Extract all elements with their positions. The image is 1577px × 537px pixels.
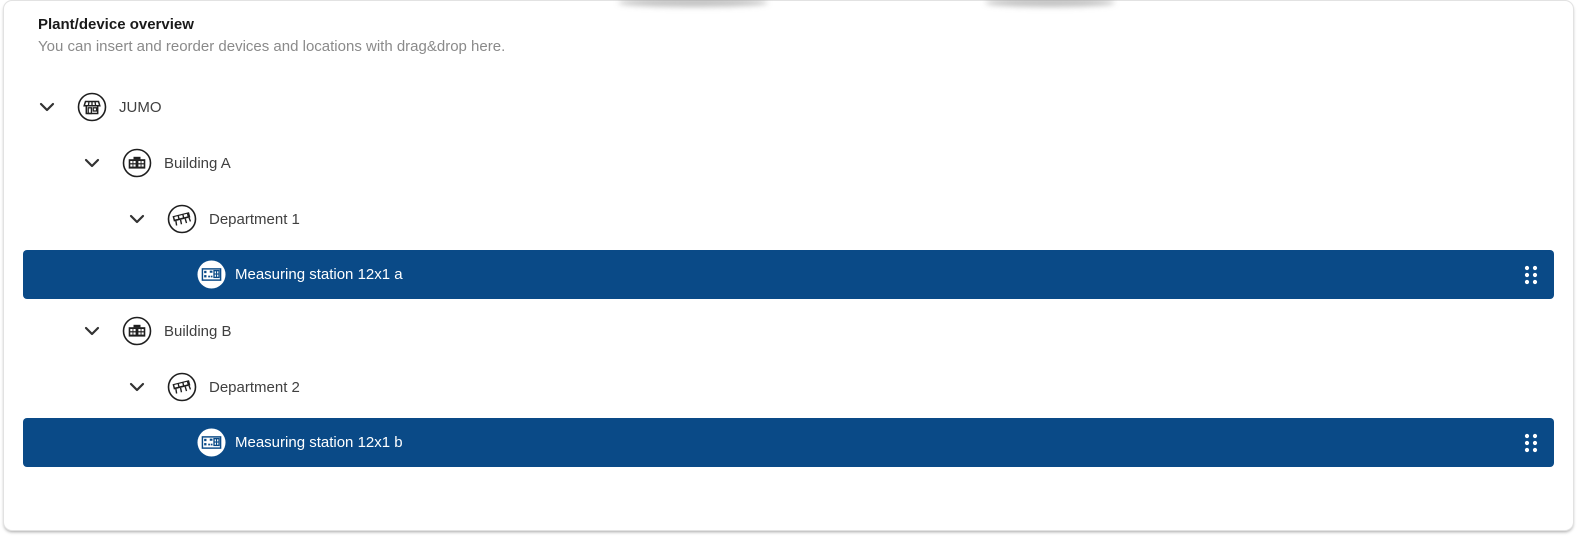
tree-row-jumo: JUMO <box>4 79 1573 135</box>
drag-handle-icon[interactable] <box>1520 262 1542 288</box>
device-label: Measuring station 12x1 a <box>235 266 403 283</box>
page-subtitle: You can insert and reorder devices and l… <box>38 38 506 55</box>
location-label[interactable]: Department 2 <box>209 378 300 396</box>
building-icon <box>122 148 152 178</box>
tree-row-building-b: Building B <box>4 303 1573 359</box>
location-label[interactable]: Department 1 <box>209 210 300 228</box>
device-tree: JUMO Building A Department 1 Measu <box>4 79 1573 467</box>
tree-row-department-1: Department 1 <box>4 191 1573 247</box>
page-title: Plant/device overview <box>38 16 194 33</box>
tree-row-building-a: Building A <box>4 135 1573 191</box>
location-label[interactable]: Building B <box>164 322 232 340</box>
chevron-down-icon[interactable] <box>82 321 102 341</box>
panel-header: Plant/device overview You can insert and… <box>4 1 1573 57</box>
chevron-down-icon[interactable] <box>82 153 102 173</box>
location-label[interactable]: JUMO <box>119 98 162 116</box>
plant-overview-panel: Plant/device overview You can insert and… <box>3 0 1574 531</box>
department-icon <box>167 372 197 402</box>
device-row-measuring-station-b[interactable]: Measuring station 12x1 b <box>23 418 1554 467</box>
location-label[interactable]: Building A <box>164 154 231 172</box>
device-icon <box>197 260 226 289</box>
device-row-measuring-station-a[interactable]: Measuring station 12x1 a <box>23 250 1554 299</box>
chevron-down-icon[interactable] <box>127 377 147 397</box>
building-icon <box>122 316 152 346</box>
department-icon <box>167 204 197 234</box>
device-icon <box>197 428 226 457</box>
chevron-down-icon[interactable] <box>127 209 147 229</box>
tree-row-department-2: Department 2 <box>4 359 1573 415</box>
factory-icon <box>77 92 107 122</box>
chevron-down-icon[interactable] <box>37 97 57 117</box>
device-label: Measuring station 12x1 b <box>235 434 403 451</box>
drag-handle-icon[interactable] <box>1520 430 1542 456</box>
